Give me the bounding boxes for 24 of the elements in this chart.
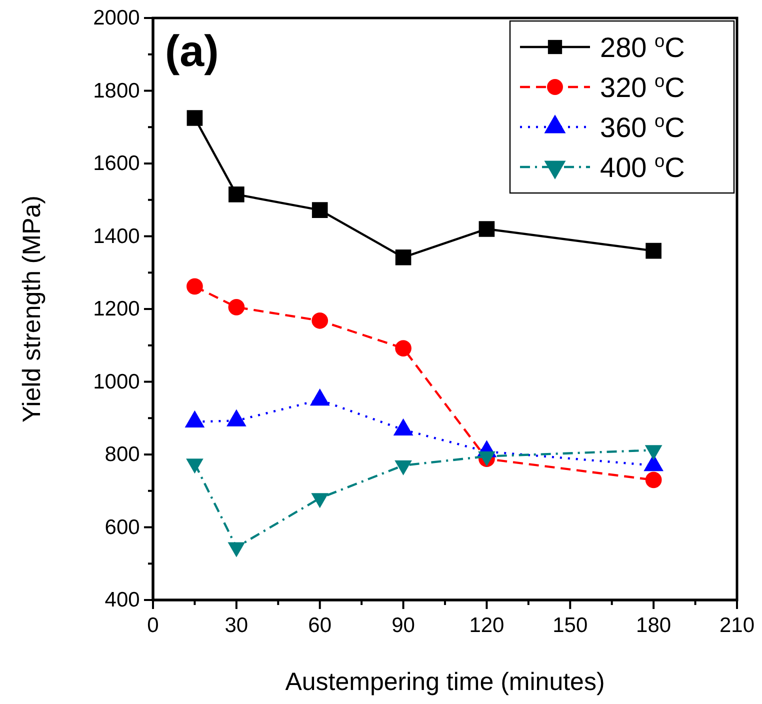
y-tick-label: 1800 (93, 79, 140, 102)
x-tick-label: 90 (392, 614, 415, 638)
x-tick-label: 30 (224, 614, 248, 638)
x-tick-label: 150 (552, 614, 588, 638)
x-tick-label: 180 (636, 614, 672, 638)
y-tick-label: 800 (104, 443, 140, 466)
annotation: (a) (165, 27, 219, 76)
legend-label: 400 $^{o}$C (600, 151, 685, 183)
y-tick-label: 600 (104, 516, 140, 539)
x-tick-label: 60 (308, 614, 332, 638)
legend-label: 320 $^{o}$C (600, 71, 685, 103)
legend-label: 360 $^{o}$C (600, 111, 685, 143)
y-tick-label: 1600 (93, 152, 140, 176)
x-axis-title: Austempering time (minutes) (285, 668, 605, 696)
y-tick-label: 1200 (93, 298, 140, 321)
y-axis-title: Yield strength (MPa) (18, 196, 46, 422)
y-tick-label: 2000 (93, 6, 140, 30)
y-tick-label: 1400 (93, 224, 140, 248)
x-tick-label: 120 (469, 614, 504, 638)
y-tick-label: 400 (104, 588, 140, 612)
x-tick-label: 210 (719, 614, 755, 638)
legend-label: 280 $^{o}$C (600, 31, 685, 63)
y-tick-label: 1000 (93, 370, 140, 394)
x-tick-label: 0 (147, 614, 159, 638)
